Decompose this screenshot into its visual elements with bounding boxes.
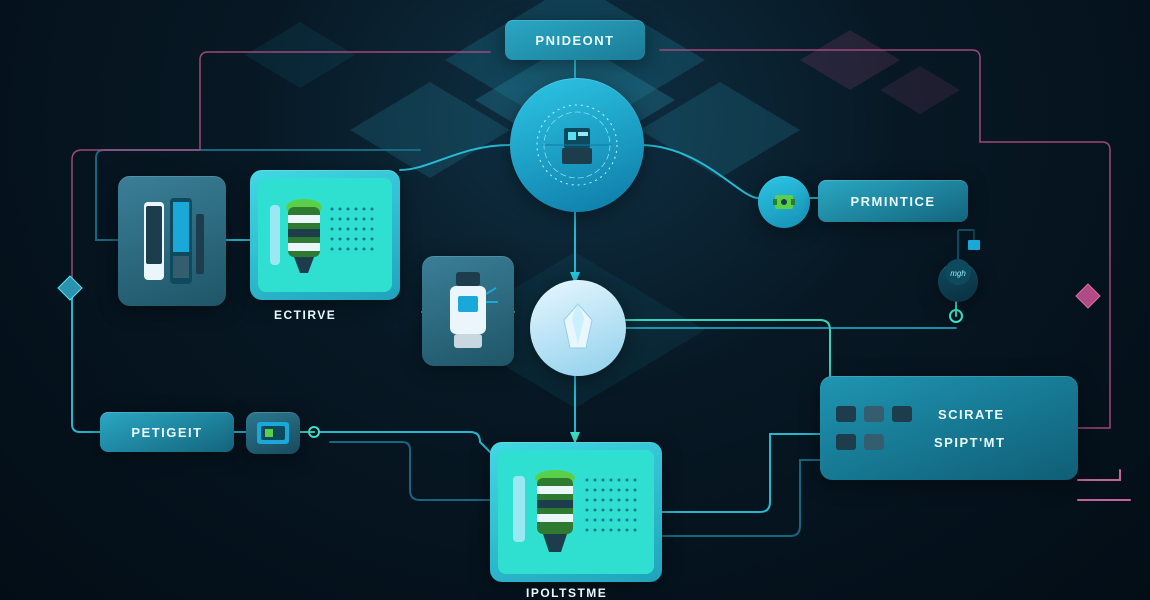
ipoltstme-illustration [498, 450, 654, 574]
hub-top[interactable] [510, 78, 644, 212]
ipoltstme-label: IPOLTSTME [526, 586, 607, 600]
panel-row[interactable]: SPIPT'MT [836, 434, 1062, 450]
component-icon [767, 185, 801, 219]
crystal-icon [546, 296, 610, 360]
node-petigeit[interactable]: PETIGEIT [100, 412, 234, 452]
row-label: SPIPT'MT [934, 435, 1005, 450]
slot-icon [836, 434, 856, 450]
chip-icon [253, 418, 293, 448]
slot-icon [836, 406, 856, 422]
hub-top-icon [532, 100, 622, 190]
svg-text:mgh: mgh [950, 269, 966, 278]
panel-outputs[interactable]: SCIRATE SPIPT'MT [820, 376, 1078, 480]
crane-icon: mgh [936, 226, 980, 286]
ectirve-illustration [258, 178, 392, 292]
crane-icon-node[interactable]: mgh [938, 262, 978, 302]
row-label: SCIRATE [938, 407, 1005, 422]
card-ipoltstme[interactable] [490, 442, 662, 582]
node-label: PETIGEIT [131, 425, 202, 440]
chip-module[interactable] [246, 412, 300, 454]
node-prmintice[interactable]: PRMINTICE [818, 180, 968, 222]
slot-icon [864, 406, 884, 422]
endpoint-right [1074, 282, 1102, 310]
slot-icon [864, 434, 884, 450]
node-pnideont[interactable]: PNIDEONT [505, 20, 645, 60]
endpoint-left [56, 274, 84, 302]
diagram-stage: PNIDEONT [0, 0, 1150, 600]
card-hardware[interactable] [118, 176, 226, 306]
hub-mid[interactable] [530, 280, 626, 376]
badge-component[interactable] [758, 176, 810, 228]
hardware-icon [126, 184, 218, 298]
card-sensor[interactable] [422, 256, 514, 366]
panel-row[interactable]: SCIRATE [836, 406, 1062, 422]
card-ectirve[interactable] [250, 170, 400, 300]
node-label: PNIDEONT [535, 33, 614, 48]
sensor-icon [430, 264, 506, 358]
ectirve-label: ECTIRVE [274, 308, 336, 322]
slot-icon [892, 406, 912, 422]
node-label: PRMINTICE [851, 194, 936, 209]
